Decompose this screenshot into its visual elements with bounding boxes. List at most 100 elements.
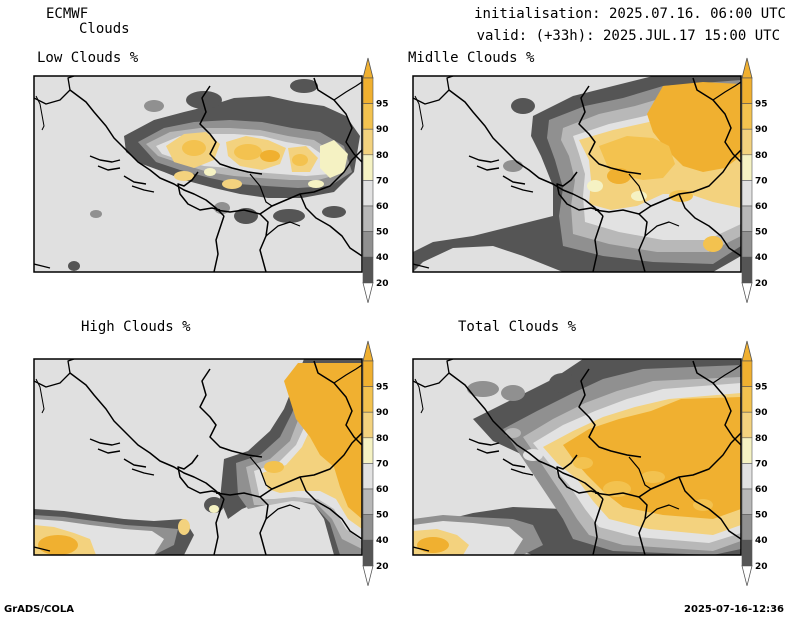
border — [628, 173, 652, 207]
colorbar-swatch — [362, 411, 374, 439]
cloud-area — [178, 519, 190, 535]
border — [313, 77, 362, 163]
cloud-area — [68, 261, 80, 271]
border — [265, 221, 301, 237]
colorbar-swatch — [362, 180, 374, 207]
colorbar-swatch — [741, 539, 753, 567]
colorbar-tick-label: 70 — [376, 459, 389, 469]
border — [199, 85, 263, 175]
border — [628, 456, 652, 490]
map-frame — [33, 358, 363, 556]
colorbar-tick-label: 20 — [376, 562, 389, 572]
colorbar-swatch — [741, 256, 753, 284]
coastline — [413, 359, 454, 388]
border — [265, 504, 301, 520]
border — [556, 171, 600, 211]
border — [644, 221, 680, 237]
border — [594, 209, 648, 272]
colorbar-swatch — [362, 488, 374, 515]
colorbar-tick-label: 60 — [755, 485, 768, 495]
colorbar-tick-label: 90 — [755, 125, 768, 135]
colorbar-tick-label: 80 — [755, 434, 768, 444]
border — [578, 368, 642, 458]
colorbar-swatch — [741, 231, 753, 258]
map-frame — [33, 75, 363, 273]
cloud-area — [467, 381, 499, 397]
colorbar-arrow-top — [741, 340, 753, 362]
cloud-area — [587, 180, 603, 192]
colorbar-tick-label: 95 — [755, 100, 768, 110]
colorbar-arrow-bottom — [741, 565, 753, 586]
coastline — [414, 378, 424, 414]
island-outline — [131, 468, 155, 476]
island-outline — [502, 175, 526, 185]
colorbar-tick-label: 90 — [376, 125, 389, 135]
cloud-area — [549, 373, 577, 393]
colorbar-swatch — [741, 103, 753, 130]
colorbar-tick-label: 50 — [376, 228, 389, 238]
border — [313, 360, 362, 446]
border — [213, 498, 225, 555]
colorbar-tick-label: 95 — [376, 100, 389, 110]
colorbar-tick-label: 95 — [755, 383, 768, 393]
colorbar-swatch — [741, 154, 753, 181]
cloud-area — [308, 180, 324, 188]
coastline — [34, 359, 75, 388]
colorbar-arrow-bottom — [362, 565, 374, 586]
island-outline — [34, 546, 51, 552]
colorbar-tick-label: 20 — [755, 562, 768, 572]
cloud-area — [264, 461, 284, 473]
colorbar-swatch — [741, 411, 753, 439]
colorbar-tick-label: 50 — [755, 228, 768, 238]
colorbar-tick-label: 40 — [376, 253, 389, 263]
coastline — [413, 76, 454, 105]
cloud-area — [273, 209, 305, 223]
coastline — [69, 89, 225, 217]
map-frame — [412, 358, 742, 556]
border — [678, 193, 741, 257]
cloud-area — [417, 537, 449, 553]
colorbar-tick-label: 40 — [376, 536, 389, 546]
colorbar-tick-label: 50 — [755, 511, 768, 521]
colorbar-swatch — [741, 128, 753, 156]
border — [712, 364, 741, 384]
cloud-area — [222, 179, 242, 189]
island-outline — [468, 438, 500, 446]
colorbar-swatch — [362, 360, 374, 387]
map-high-clouds — [33, 358, 363, 556]
island-outline — [413, 546, 430, 552]
colorbar-tick-label: 20 — [376, 279, 389, 289]
colorbar-arrow-top — [362, 340, 374, 362]
colorbar-swatch — [741, 360, 753, 387]
cloud-area — [174, 171, 194, 181]
colorbar-high: 95 90 80 70 60 50 40 20 — [362, 340, 389, 586]
cloud-area — [322, 206, 346, 218]
cloud-area — [320, 140, 348, 178]
border — [333, 364, 362, 384]
colorbar-swatch — [362, 103, 374, 130]
cloud-area — [209, 505, 219, 513]
colorbar-swatch — [741, 180, 753, 207]
colorbar-swatch — [362, 256, 374, 284]
border — [578, 85, 642, 175]
cloud-area — [234, 144, 262, 160]
coastline — [448, 372, 604, 500]
island-outline — [123, 458, 147, 468]
colorbar-swatch — [741, 205, 753, 232]
colorbar-arrow-bottom — [362, 282, 374, 303]
border — [556, 454, 600, 494]
colorbar-swatch — [741, 437, 753, 464]
border — [592, 215, 604, 272]
colorbar-tick-label: 90 — [755, 408, 768, 418]
map-total-clouds — [412, 358, 742, 556]
colorbar-tick-label: 60 — [376, 485, 389, 495]
colorbar-tick-label: 70 — [755, 176, 768, 186]
cloud-area — [501, 385, 525, 401]
cloud-area — [204, 168, 216, 176]
map-middle-clouds — [412, 75, 742, 273]
border — [692, 77, 741, 163]
border — [638, 432, 741, 498]
colorbar-swatch — [362, 231, 374, 258]
border — [177, 171, 221, 211]
border — [644, 504, 680, 520]
